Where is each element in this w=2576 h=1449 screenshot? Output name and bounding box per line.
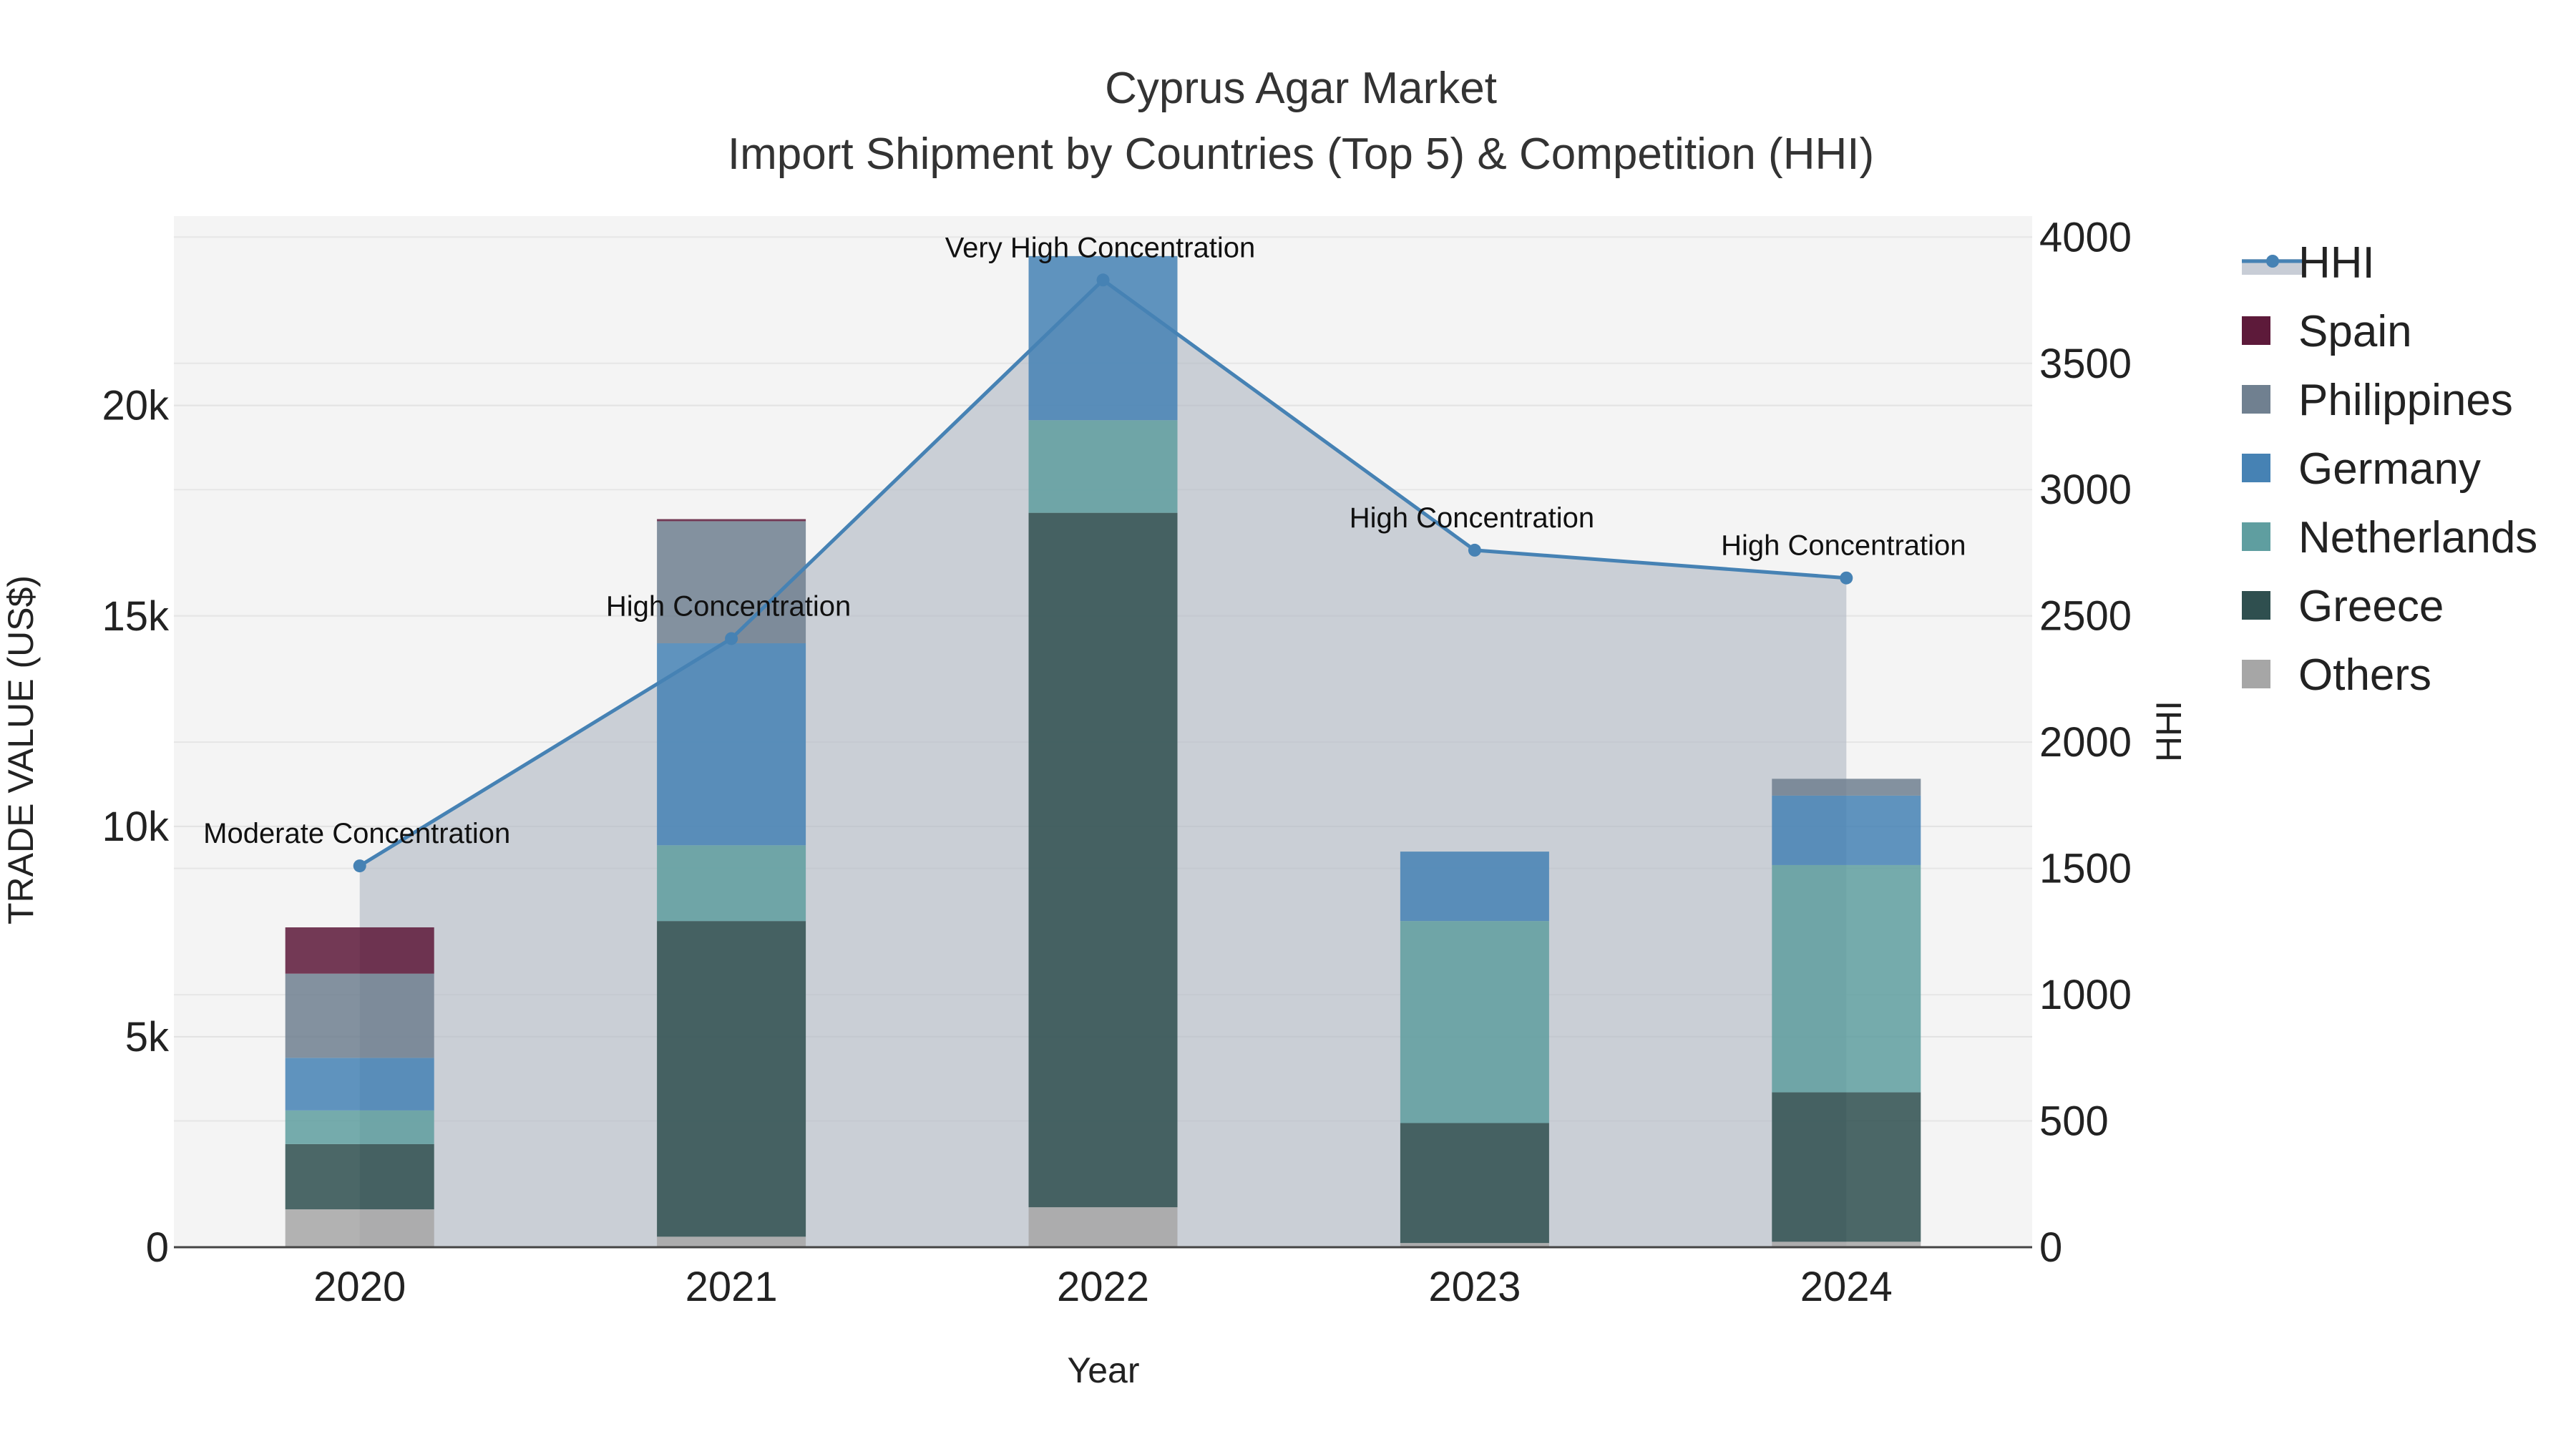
x-axis-ticks: 2020 2021 2022 2023 2024 — [313, 1264, 1893, 1310]
bar-spain-2020 — [285, 927, 434, 974]
bar-netherlands-2023 — [1400, 921, 1549, 1123]
bar-netherlands-2024 — [1772, 864, 1921, 1093]
y-tick-label-15000: 15k — [102, 593, 170, 640]
legend-swatch-others — [2242, 660, 2270, 688]
bar-greece-2020 — [285, 1143, 434, 1210]
y-axis-ticks: 0 5k 10k 15k 20k — [102, 383, 170, 1271]
legend-label-germany: Germany — [2298, 444, 2481, 494]
bar-spain-2021 — [657, 519, 806, 522]
hhi-point-2021 — [725, 632, 738, 645]
hhi-annotation-2021: High Concentration — [606, 590, 851, 622]
bar-netherlands-2022 — [1028, 420, 1178, 513]
hhi-point-2023 — [1468, 543, 1481, 557]
hhi-line-layer — [353, 273, 1853, 873]
hhi-point-2022 — [1096, 273, 1110, 287]
hhi-annotation-2023: High Concentration — [1350, 502, 1594, 534]
legend-swatch-philippines — [2242, 385, 2270, 414]
x-tick-label-2024: 2024 — [1800, 1264, 1893, 1310]
legend-label-philippines: Philippines — [2298, 376, 2513, 425]
chart-title: Cyprus Agar Market — [1105, 64, 1497, 113]
bar-others-2022 — [1028, 1207, 1178, 1247]
legend-label-greece: Greece — [2298, 582, 2444, 631]
y2-tick-label-1500: 1500 — [2039, 846, 2132, 892]
y2-tick-label-1000: 1000 — [2039, 972, 2132, 1018]
legend-label-spain: Spain — [2298, 307, 2412, 356]
y2-tick-label-3500: 3500 — [2039, 341, 2132, 387]
y2-tick-label-500: 500 — [2039, 1098, 2109, 1145]
y-tick-label-20000: 20k — [102, 383, 170, 429]
hhi-annotation-2022: Very High Concentration — [945, 232, 1256, 263]
bar-netherlands-2020 — [285, 1110, 434, 1144]
bar-others-2024 — [1772, 1241, 1921, 1247]
legend: HHI Spain Philippines Germany Netherlands Gre… — [2242, 238, 2537, 700]
bar-germany-2023 — [1400, 852, 1549, 922]
hhi-annotation-2024: High Concentration — [1721, 530, 1966, 562]
bar-philippines-2024 — [1772, 779, 1921, 796]
bar-greece-2022 — [1028, 512, 1178, 1208]
chart-subtitle: Import Shipment by Countries (Top 5) & C… — [728, 130, 1874, 179]
bar-germany-2021 — [657, 643, 806, 846]
legend-label-netherlands: Netherlands — [2298, 513, 2537, 562]
legend-label-hhi: HHI — [2298, 238, 2375, 288]
bar-netherlands-2021 — [657, 845, 806, 922]
x-tick-label-2020: 2020 — [313, 1264, 406, 1310]
y2-axis-ticks: 0 500 1000 1500 2000 2500 3000 3500 4000 — [2039, 214, 2132, 1271]
x-tick-label-2022: 2022 — [1057, 1264, 1149, 1310]
bar-others-2021 — [657, 1236, 806, 1247]
legend-swatch-germany — [2242, 454, 2270, 482]
hhi-point-2024 — [1840, 571, 1853, 585]
legend-swatch-netherlands — [2242, 522, 2270, 551]
y2-tick-label-0: 0 — [2039, 1224, 2062, 1271]
x-axis-title: Year — [1067, 1350, 1139, 1390]
bar-philippines-2021 — [657, 521, 806, 643]
legend-swatch-spain — [2242, 316, 2270, 345]
bars — [285, 255, 1921, 1247]
legend-swatch-hhi-marker — [2266, 255, 2279, 268]
bar-others-2020 — [285, 1209, 434, 1247]
bar-philippines-2020 — [285, 973, 434, 1058]
y2-tick-label-3000: 3000 — [2039, 467, 2132, 513]
y-tick-label-5000: 5k — [125, 1014, 170, 1060]
y2-tick-label-4000: 4000 — [2039, 214, 2132, 260]
x-tick-label-2023: 2023 — [1428, 1264, 1521, 1310]
bar-germany-2020 — [285, 1058, 434, 1111]
bar-greece-2021 — [657, 921, 806, 1237]
legend-swatch-greece — [2242, 591, 2270, 620]
y-tick-label-10000: 10k — [102, 804, 170, 850]
y2-axis-title: HHI — [2149, 701, 2189, 762]
legend-label-others: Others — [2298, 650, 2431, 700]
y2-tick-label-2500: 2500 — [2039, 593, 2132, 640]
bar-others-2023 — [1400, 1243, 1549, 1247]
y-axis-title: TRADE VALUE (US$) — [1, 575, 41, 924]
hhi-annotation-2020: Moderate Concentration — [203, 818, 510, 849]
hhi-point-2020 — [353, 859, 366, 873]
y-tick-label-0: 0 — [146, 1224, 169, 1271]
annotations: Moderate Concentration High Concentration… — [203, 232, 1966, 849]
bar-greece-2023 — [1400, 1123, 1549, 1244]
y2-tick-label-2000: 2000 — [2039, 719, 2132, 766]
bar-germany-2024 — [1772, 795, 1921, 865]
x-tick-label-2021: 2021 — [686, 1264, 778, 1310]
bar-greece-2024 — [1772, 1092, 1921, 1242]
